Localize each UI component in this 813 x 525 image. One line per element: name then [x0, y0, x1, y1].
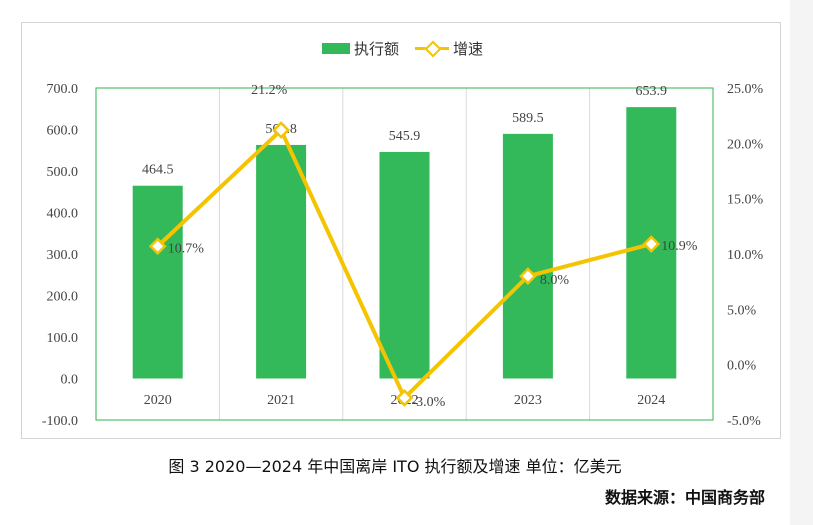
- x-tick-label: 2021: [267, 393, 295, 408]
- y-left-tick-label: -100.0: [42, 414, 78, 429]
- x-tick-label: 2024: [637, 393, 665, 408]
- y-left-tick-label: 300.0: [47, 248, 79, 263]
- growth-marker: [148, 237, 167, 256]
- legend-item-line: 增速: [415, 38, 483, 59]
- y-right-tick-label: 5.0%: [727, 303, 757, 318]
- growth-data-label: 10.7%: [168, 241, 205, 256]
- bar: [379, 151, 430, 379]
- legend-bar-swatch: [322, 42, 350, 54]
- data-source: 数据来源：中国商务部: [604, 488, 765, 507]
- legend-item-bar: 执行额: [322, 38, 399, 59]
- y-left-tick-label: 100.0: [47, 331, 79, 346]
- growth-data-label: 21.2%: [251, 83, 288, 98]
- legend-line-swatch: [415, 40, 450, 58]
- growth-marker: [642, 235, 661, 253]
- bar-data-label: 653.9: [636, 84, 668, 99]
- legend-line-label: 增速: [453, 39, 484, 58]
- bar: [256, 144, 307, 379]
- y-left-tick-label: 500.0: [47, 165, 79, 180]
- growth-data-label: -3.0%: [412, 395, 446, 410]
- y-left-tick-label: 600.0: [47, 124, 79, 139]
- bar-data-label: 464.5: [142, 163, 174, 178]
- y-left-tick-label: 400.0: [47, 207, 79, 222]
- y-right-tick-label: 10.0%: [727, 248, 764, 263]
- x-tick-label: 2020: [144, 393, 172, 408]
- x-tick-label: 2023: [514, 393, 542, 408]
- growth-data-label: 10.9%: [661, 239, 698, 254]
- y-left-tick-label: 200.0: [47, 290, 79, 305]
- bar-data-label: 545.9: [389, 129, 421, 144]
- growth-data-label: 8.0%: [540, 273, 570, 288]
- y-left-tick-label: 700.0: [47, 82, 79, 97]
- plot-area-border: [95, 87, 714, 421]
- bar: [502, 133, 553, 379]
- page-right-strip: [790, 0, 813, 525]
- legend-bar-label: 执行额: [354, 39, 400, 58]
- growth-marker: [272, 121, 290, 139]
- y-right-tick-label: 25.0%: [727, 82, 764, 97]
- chart-legend: 执行额 增速: [322, 38, 483, 58]
- y-right-tick-label: 15.0%: [727, 193, 764, 208]
- growth-marker: [395, 389, 414, 407]
- bar: [132, 185, 183, 379]
- y-right-tick-label: 0.0%: [727, 359, 757, 374]
- figure-caption: 图 3 2020—2024 年中国离岸 ITO 执行额及增速 单位：亿美元: [168, 457, 622, 476]
- growth-marker: [519, 267, 537, 285]
- bar-data-label: 589.5: [512, 111, 544, 126]
- y-right-tick-label: 20.0%: [727, 137, 764, 152]
- y-left-tick-label: 0.0: [61, 373, 79, 388]
- y-right-tick-label: -5.0%: [727, 414, 761, 429]
